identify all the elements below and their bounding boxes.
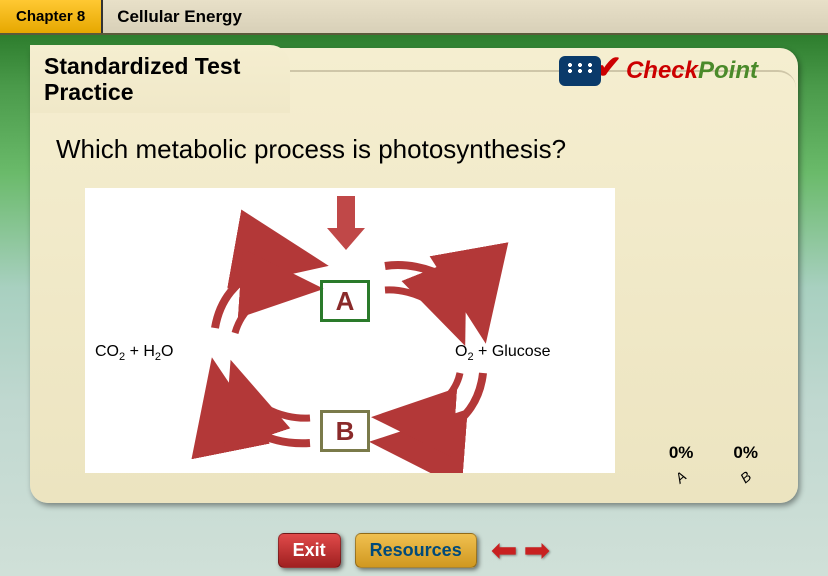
formula-left: CO2 + H2O (95, 343, 174, 363)
answer-option-b[interactable]: B (320, 410, 370, 452)
poll-label: B (737, 468, 754, 486)
logo-check: Check (626, 57, 698, 84)
resources-button[interactable]: Resources (355, 533, 477, 568)
nav-arrows: ⬅ ➡ (491, 531, 551, 569)
slide-background: Chapter 8 Cellular Energy Standardized T… (0, 0, 828, 576)
chapter-title: Cellular Energy (103, 7, 242, 27)
content-card: Standardized Test Practice ✔ CheckPoint … (30, 48, 798, 503)
chapter-label: Chapter 8 (0, 0, 103, 33)
prev-arrow-icon[interactable]: ⬅ (491, 531, 518, 569)
next-arrow-icon[interactable]: ➡ (524, 531, 551, 569)
logo-point: Point (698, 57, 758, 84)
poll-item: 0% A (669, 443, 694, 485)
section-title-line1: Standardized Test (44, 53, 240, 79)
checkpoint-box-icon (559, 56, 601, 86)
header-bar: Chapter 8 Cellular Energy (0, 0, 828, 35)
formula-right: O2 + Glucose (455, 343, 551, 363)
poll-percent: 0% (733, 443, 758, 463)
poll-item: 0% B (733, 443, 758, 485)
poll-percent: 0% (669, 443, 694, 463)
diagram: CO2 + H2O O2 + Glucose A B (85, 188, 615, 473)
checkpoint-text: CheckPoint (626, 57, 758, 85)
section-title: Standardized Test Practice (44, 53, 276, 106)
answer-option-a[interactable]: A (320, 280, 370, 322)
bottom-toolbar: Exit Resources ⬅ ➡ (0, 524, 828, 576)
question-text: Which metabolic process is photosynthesi… (56, 134, 566, 165)
folder-tab: Standardized Test Practice (30, 45, 290, 113)
poll-label: A (672, 468, 689, 486)
poll-area: 0% A 0% B (669, 443, 758, 485)
checkpoint-logo: ✔ CheckPoint (559, 56, 758, 86)
section-title-line2: Practice (44, 79, 134, 105)
exit-button[interactable]: Exit (278, 533, 341, 568)
